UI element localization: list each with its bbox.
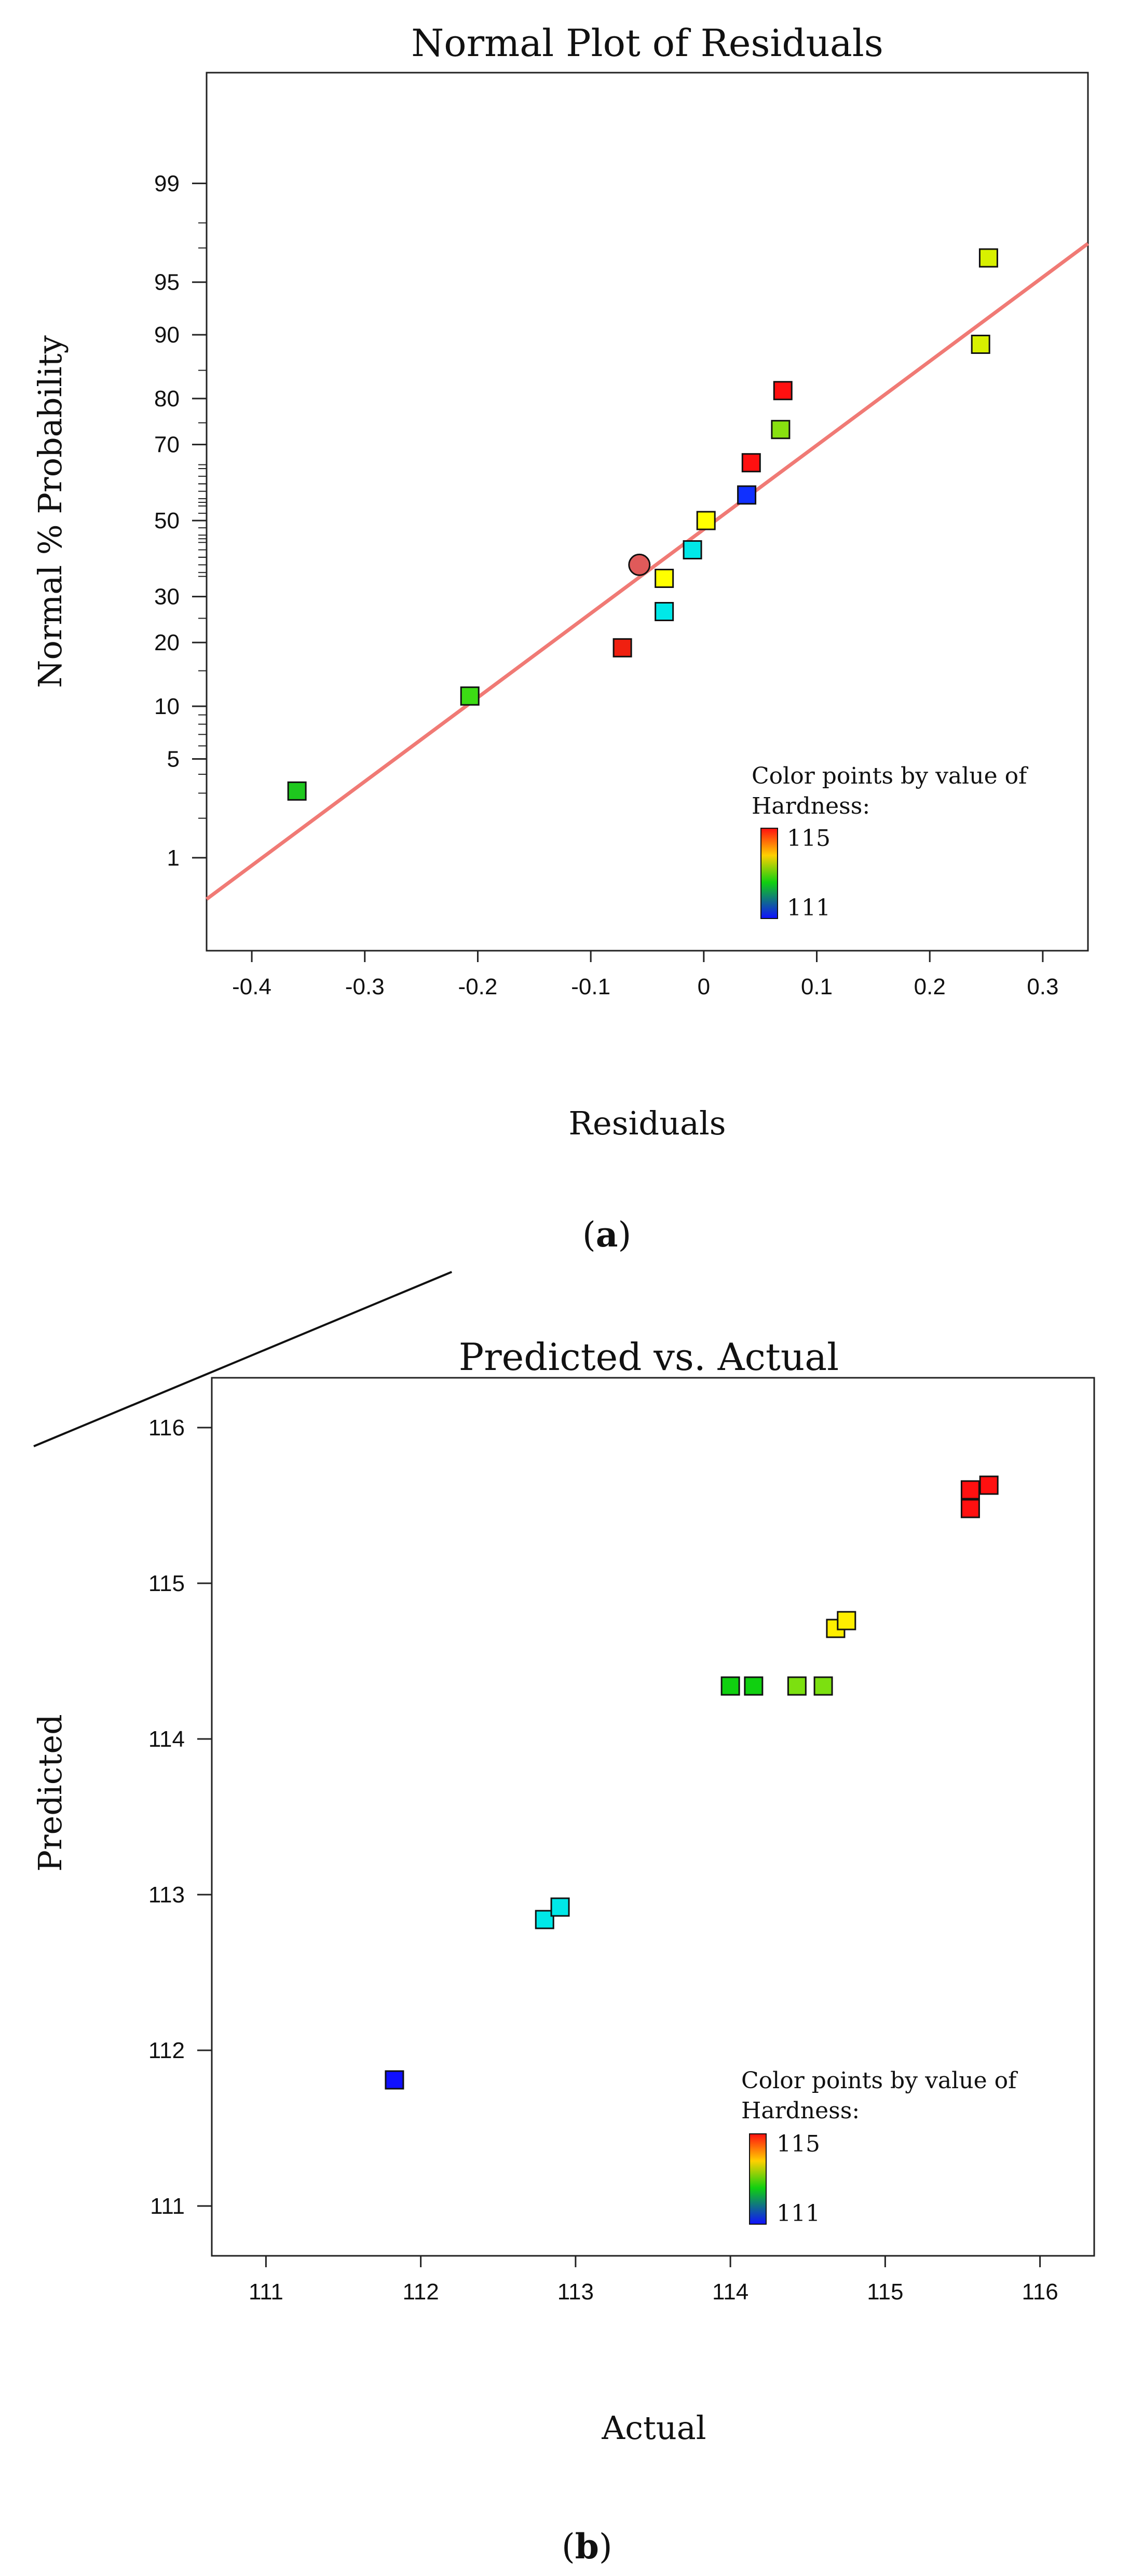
chart-a-y-tick-label: 95 [154,270,180,295]
chart-b-y-tick-label: 115 [148,1571,185,1596]
chart-b-point [979,1475,999,1495]
chart-b-point [787,1676,807,1696]
chart-b-point [550,1897,570,1917]
chart-b-x-tick-label: 112 [403,2279,439,2305]
chart-a-x-tick-label: -0.4 [232,974,271,999]
chart-a-point [683,540,702,559]
chart-a-minor-ticks [198,222,207,819]
chart-b-title: Predicted vs. Actual [459,1335,839,1379]
chart-a-legend-colorbar [760,828,778,919]
chart-a-y-tick-label: 80 [154,386,180,412]
chart-b-point [813,1676,833,1696]
chart-a-y-tick-label: 10 [154,694,180,719]
chart-a-x-tick-label: -0.1 [571,974,610,999]
chart-b-point [837,1611,856,1630]
chart-b-point [960,1499,980,1518]
chart-b-y-tick-label: 112 [148,2038,185,2063]
chart-a-y-tick-label: 20 [154,630,180,655]
chart-a-point [287,781,307,801]
chart-b-legend-high: 115 [777,2131,820,2157]
chart-a-title: Normal Plot of Residuals [411,21,883,65]
chart-b-x-axis: 111 112 113 114 115 116 [249,2256,1058,2305]
chart-b-x-tick-label: 114 [712,2279,748,2305]
chart-b-points [385,1475,999,2090]
chart-a-y-tick-label: 99 [154,171,180,196]
chart-b-x-tick-label: 115 [867,2279,903,2305]
chart-b-legend-colorbar [749,2133,767,2225]
chart-a-point [971,334,990,354]
chart-b-legend-title-1: Color points by value of [741,2067,1018,2094]
chart-a-point [773,381,793,401]
chart-b-caption-letter: b [575,2526,599,2567]
chart-a-point [696,511,716,530]
chart-a-x-tick-label: -0.3 [345,974,385,999]
chart-a-y-tick-label: 90 [154,322,180,348]
chart-a-legend-title-2: Hardness: [752,793,870,819]
chart-b-caption: (b) [562,2526,612,2567]
chart-a-legend: Color points by value of Hardness: 115 1… [752,763,1028,921]
chart-b-legend-low: 111 [777,2200,820,2227]
chart-a-y-tick-label: 1 [167,845,180,871]
chart-b-y-tick-label: 113 [148,1882,185,1908]
chart-a-legend-high: 115 [787,825,831,852]
chart-a-y-label: Normal % Probability [31,335,69,688]
chart-a-x-label: Residuals [568,1104,726,1142]
chart-b-point [385,2070,404,2090]
chart-b: Predicted vs. Actual 111 112 113 114 115 116 … [31,1271,1095,2567]
chart-a-point [655,602,674,622]
chart-a-point [612,638,632,657]
chart-b-x-tick-label: 113 [557,2279,594,2305]
chart-a-point [741,453,761,473]
chart-b-x-tick-label: 111 [249,2279,283,2305]
chart-a-point [655,569,674,588]
chart-b-y-tick-label: 111 [150,2194,185,2219]
chart-a-point [771,420,791,440]
chart-a-x-tick-label: 0 [698,974,710,999]
chart-b-x-tick-label: 116 [1022,2279,1058,2305]
chart-a-plot-frame [206,72,1089,952]
chart-b-y-axis: 111 112 113 114 115 116 [148,1415,212,2219]
chart-a-y-tick-label: 5 [167,747,180,772]
chart-a-x-axis: -0.4 -0.3 -0.2 -0.1 0 0.1 0.2 0.3 [232,951,1059,999]
chart-b-point [720,1676,740,1696]
chart-b-x-label: Actual [601,2409,706,2447]
chart-a-point [978,248,998,268]
chart-b-plot-frame [211,1377,1095,2257]
chart-b-legend: Color points by value of Hardness: 115 1… [741,2067,1018,2227]
chart-a-x-tick-label: 0.3 [1027,974,1058,999]
chart-a-caption-letter: a [596,1214,618,1255]
chart-b-y-tick-label: 114 [148,1727,185,1752]
chart-b-point [535,1910,554,1929]
chart-a-legend-low: 111 [787,895,831,921]
chart-a-point [737,485,757,505]
chart-b-legend-title-2: Hardness: [741,2098,860,2124]
chart-a: Normal Plot of Residuals -0.4 -0.3 -0.2 -0.… [31,21,1090,1255]
chart-b-point [744,1676,764,1696]
chart-a-y-tick-label: 70 [154,432,180,458]
chart-b-point [960,1480,980,1500]
chart-a-point [628,553,651,576]
chart-a-y-axis: 1 5 10 20 30 50 70 80 90 95 99 [154,171,207,871]
chart-a-points [287,248,998,801]
chart-a-y-tick-label: 50 [154,508,180,533]
chart-b-y-tick-label: 116 [148,1415,185,1441]
chart-a-y-tick-label: 30 [154,584,180,610]
chart-b-diagonal-line [33,1271,453,1447]
chart-a-x-tick-label: -0.2 [458,974,498,999]
chart-a-legend-title-1: Color points by value of [752,763,1028,789]
chart-a-point [460,686,480,706]
chart-a-x-tick-label: 0.1 [801,974,833,999]
chart-a-x-tick-label: 0.2 [914,974,946,999]
chart-a-caption: (a) [582,1214,631,1255]
chart-b-y-label: Predicted [31,1714,69,1872]
